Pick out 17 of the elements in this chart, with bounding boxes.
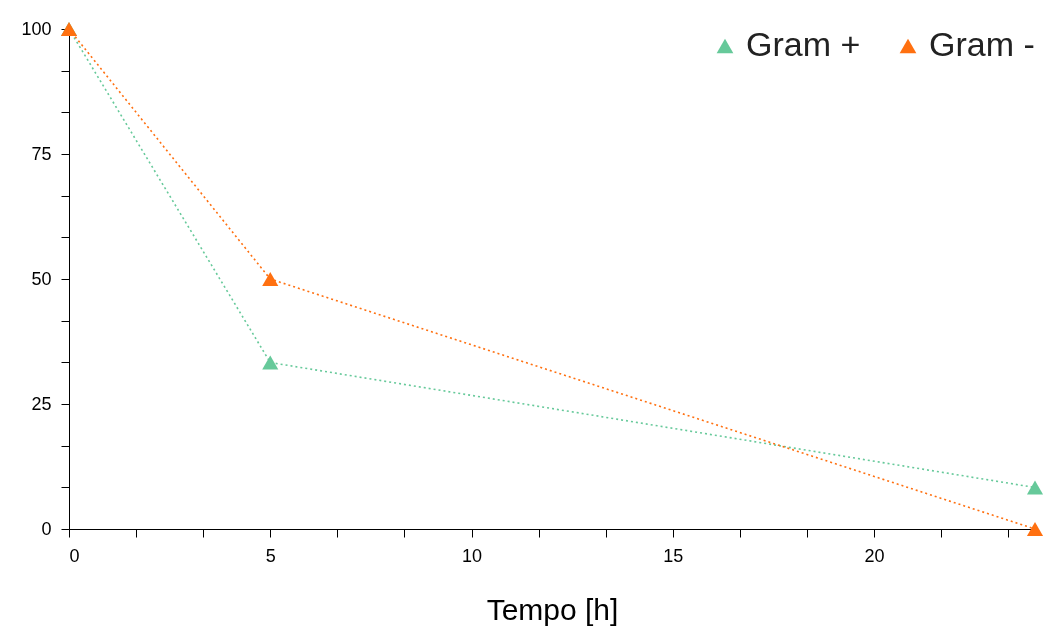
x-axis-title: Tempo [h] bbox=[486, 592, 619, 626]
point bbox=[1026, 480, 1044, 495]
y-tick-label: 100 bbox=[21, 18, 52, 39]
x-tick-label: 15 bbox=[663, 545, 684, 566]
y-tick-label: 0 bbox=[41, 518, 52, 539]
legend-label: Gram + bbox=[746, 25, 861, 63]
x-tick-label: 20 bbox=[864, 545, 885, 566]
x-tick-label: 5 bbox=[265, 545, 276, 566]
y-tick-label: 75 bbox=[31, 143, 52, 164]
y-tick-label: 50 bbox=[31, 268, 52, 289]
point bbox=[1026, 522, 1044, 536]
y-tick-label: 25 bbox=[31, 393, 52, 414]
legend-label: Gram - bbox=[929, 25, 1035, 63]
x-tick-label: 10 bbox=[461, 545, 483, 566]
x-tick-label: 0 bbox=[69, 545, 80, 566]
point bbox=[262, 272, 279, 286]
point bbox=[262, 355, 279, 370]
